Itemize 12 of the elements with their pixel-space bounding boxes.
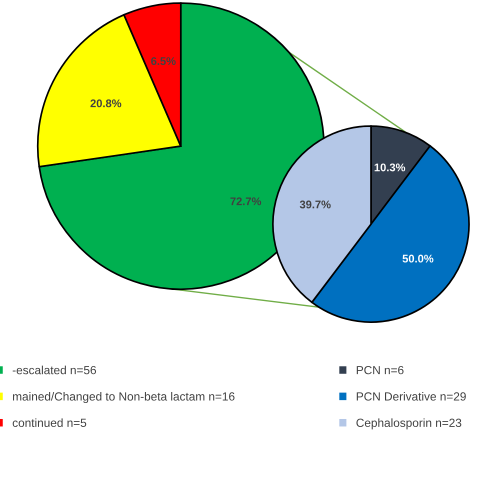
legend-label: continued n=5 [12, 418, 86, 428]
legend-label: mained/Changed to Non-beta lactam n=16 [12, 392, 235, 403]
data-label: 50.0% [402, 254, 434, 263]
data-label: 39.7% [300, 200, 331, 208]
legend-label: Cephalosporin n=23 [356, 418, 462, 430]
legend-label: -escalated n=56 [12, 366, 96, 374]
data-label: 20.8% [90, 99, 122, 108]
legend-label: PCN n=6 [356, 366, 404, 374]
legend-label: PCN Derivative n=29 [356, 392, 466, 401]
data-label: 72.7% [230, 197, 262, 206]
data-label: 10.3% [374, 163, 406, 172]
data-label: 6.5% [151, 57, 176, 66]
